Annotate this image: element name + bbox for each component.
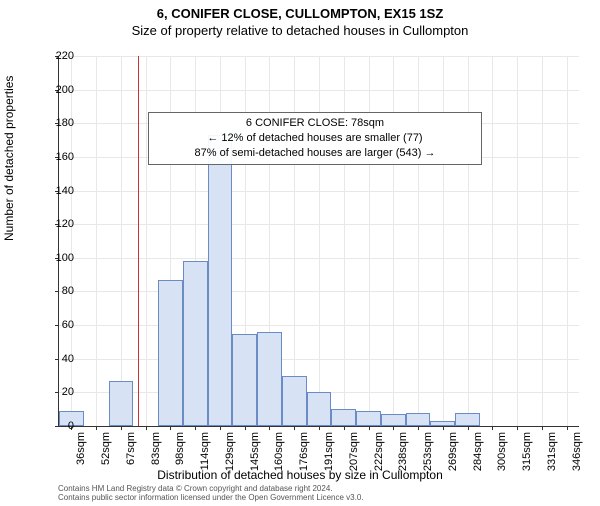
xtick-label: 284sqm	[472, 432, 484, 471]
xtick-mark	[393, 426, 394, 430]
chart-title: 6, CONIFER CLOSE, CULLOMPTON, EX15 1SZ	[0, 6, 600, 21]
xtick-label: 331sqm	[546, 432, 558, 471]
gridline-v	[96, 56, 97, 426]
xtick-mark	[517, 426, 518, 430]
histogram-bar	[232, 334, 257, 427]
plot-area: 36sqm52sqm67sqm83sqm98sqm114sqm129sqm145…	[58, 56, 578, 426]
histogram-bar	[183, 261, 208, 426]
xtick-mark	[542, 426, 543, 430]
footer-line-2: Contains public sector information licen…	[58, 493, 364, 502]
xtick-mark	[96, 426, 97, 430]
xtick-label: 238sqm	[397, 432, 409, 471]
xtick-label: 145sqm	[249, 432, 261, 471]
xtick-mark	[294, 426, 295, 430]
xtick-label: 253sqm	[422, 432, 434, 471]
xtick-label: 176sqm	[298, 432, 310, 471]
gridline-v	[71, 56, 72, 426]
xtick-mark	[245, 426, 246, 430]
xtick-mark	[269, 426, 270, 430]
xtick-mark	[220, 426, 221, 430]
histogram-bar	[356, 411, 381, 426]
chart-container: 6, CONIFER CLOSE, CULLOMPTON, EX15 1SZ S…	[0, 6, 600, 506]
gridline-v	[567, 56, 568, 426]
gridline-v	[492, 56, 493, 426]
xtick-mark	[567, 426, 568, 430]
xtick-label: 83sqm	[150, 432, 162, 465]
info-line-1: 6 CONIFER CLOSE: 78sqm	[155, 116, 475, 131]
footer-line-1: Contains HM Land Registry data © Crown c…	[58, 484, 364, 493]
reference-line	[138, 56, 139, 426]
ytick-label: 80	[44, 285, 74, 297]
xtick-mark	[418, 426, 419, 430]
ytick-label: 200	[44, 84, 74, 96]
histogram-bar	[257, 332, 282, 426]
histogram-bar	[406, 413, 431, 426]
gridline-v	[121, 56, 122, 426]
xtick-mark	[121, 426, 122, 430]
xtick-mark	[443, 426, 444, 430]
histogram-bar	[307, 392, 332, 426]
info-line-3: 87% of semi-detached houses are larger (…	[155, 146, 475, 161]
histogram-bar	[381, 414, 406, 426]
ytick-label: 0	[44, 420, 74, 432]
xtick-label: 315sqm	[521, 432, 533, 471]
ytick-label: 100	[44, 252, 74, 264]
histogram-bar	[208, 135, 233, 426]
xtick-mark	[369, 426, 370, 430]
xtick-mark	[170, 426, 171, 430]
xtick-label: 98sqm	[174, 432, 186, 465]
x-axis-label: Distribution of detached houses by size …	[0, 468, 600, 482]
xtick-label: 207sqm	[348, 432, 360, 471]
xtick-label: 36sqm	[75, 432, 87, 465]
ytick-label: 160	[44, 151, 74, 163]
xtick-mark	[195, 426, 196, 430]
gridline-v	[542, 56, 543, 426]
xtick-mark	[492, 426, 493, 430]
xtick-mark	[468, 426, 469, 430]
info-box: 6 CONIFER CLOSE: 78sqm ← 12% of detached…	[148, 112, 482, 165]
ytick-label: 140	[44, 185, 74, 197]
gridline-v	[146, 56, 147, 426]
chart-subtitle: Size of property relative to detached ho…	[0, 23, 600, 38]
xtick-label: 191sqm	[323, 432, 335, 471]
histogram-bar	[455, 413, 480, 426]
histogram-bar	[430, 421, 455, 426]
xtick-mark	[146, 426, 147, 430]
xtick-label: 114sqm	[199, 432, 211, 470]
xtick-mark	[344, 426, 345, 430]
ytick-label: 220	[44, 50, 74, 62]
xtick-label: 222sqm	[373, 432, 385, 471]
xtick-label: 67sqm	[125, 432, 137, 465]
gridline-v	[517, 56, 518, 426]
xtick-label: 129sqm	[224, 432, 236, 471]
histogram-bar	[331, 409, 356, 426]
y-axis-label: Number of detached properties	[2, 76, 16, 241]
xtick-label: 160sqm	[273, 432, 285, 471]
info-line-2: ← 12% of detached houses are smaller (77…	[155, 131, 475, 146]
xtick-label: 346sqm	[571, 432, 583, 471]
xtick-label: 300sqm	[496, 432, 508, 471]
ytick-label: 40	[44, 353, 74, 365]
ytick-label: 120	[44, 218, 74, 230]
ytick-label: 60	[44, 319, 74, 331]
histogram-bar	[158, 280, 183, 426]
xtick-label: 269sqm	[447, 432, 459, 471]
histogram-bar	[109, 381, 134, 426]
ytick-label: 20	[44, 386, 74, 398]
xtick-mark	[319, 426, 320, 430]
xtick-label: 52sqm	[100, 432, 112, 465]
ytick-label: 180	[44, 117, 74, 129]
histogram-bar	[282, 376, 307, 426]
